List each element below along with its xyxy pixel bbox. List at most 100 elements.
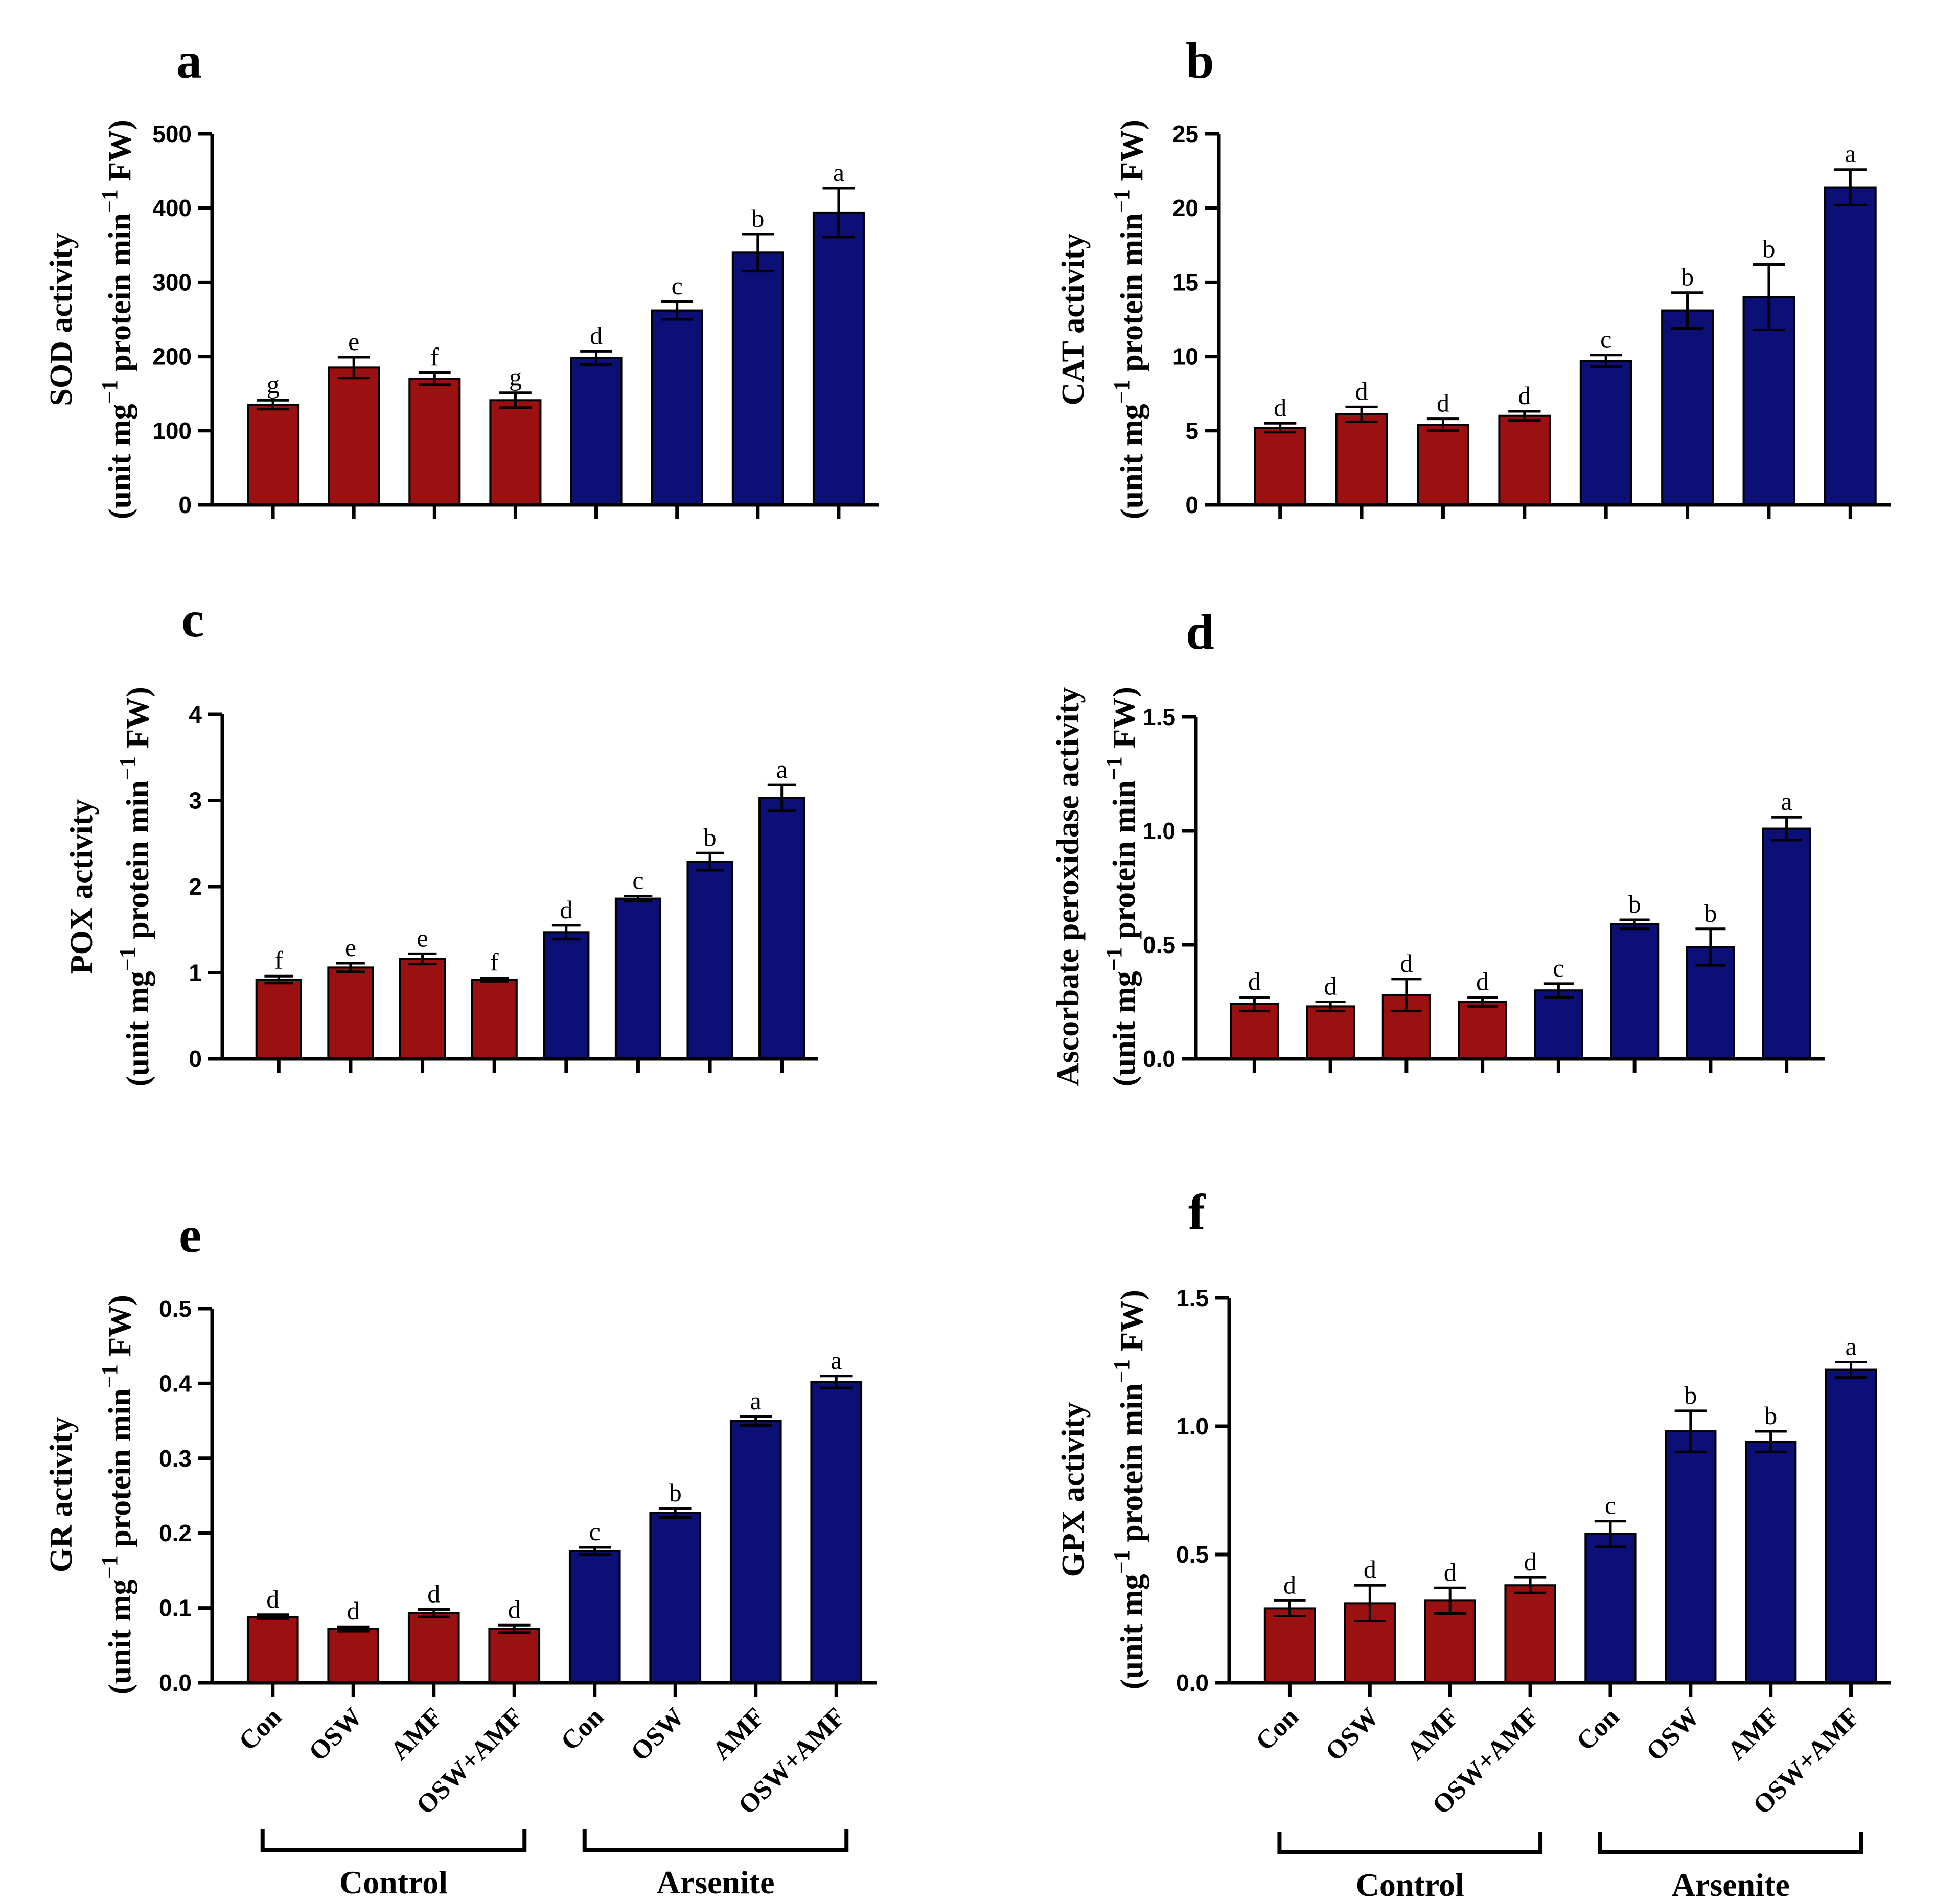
y-tick-label: 0 [178,492,192,518]
significance-letter: d [560,895,572,924]
bar [651,309,703,506]
significance-letter: d [508,1595,521,1623]
bar [810,1381,863,1684]
y-axis-unit-label: (unit mg−1 protein min−1 FW) [1109,1290,1149,1689]
significance-letter: e [417,923,428,952]
bar [1458,1001,1507,1060]
y-tick-label: 5 [1185,417,1199,444]
panel-label-b: b [1186,32,1214,89]
significance-letter: d [1476,967,1489,996]
panel-label-e: e [179,1206,201,1263]
y-tick-label: 1.5 [1176,1285,1209,1311]
superscript: −1 [1109,1359,1134,1383]
y-tick-label: 0 [189,1046,202,1072]
y-tick-label: 0.0 [1176,1669,1209,1696]
category-label: Con [1250,1702,1304,1756]
y-tick-label: 25 [1172,121,1199,147]
bar [255,978,302,1060]
significance-letter: d [1518,381,1531,410]
significance-letter: f [430,343,439,371]
y-tick-label: 1.0 [1176,1413,1209,1439]
y-axis-label: Ascorbate peroxidase activity [1051,687,1086,1086]
category-label: OSW [1641,1702,1705,1767]
unit-text: protein min [103,213,137,380]
bar [1762,827,1811,1060]
significance-letter: d [427,1580,440,1608]
category-label: Con [1571,1702,1625,1756]
significance-letter: d [590,321,603,350]
y-tick-label: 0.1 [159,1595,192,1621]
significance-letter: c [672,271,683,300]
bar [489,399,542,506]
bar [246,1616,299,1684]
y-axis-label: GPX activity [1056,1402,1091,1577]
superscript: −1 [115,947,140,971]
y-tick-label: 400 [152,195,192,221]
bar [1335,413,1388,506]
unit-text: protein min [1115,1383,1149,1550]
y-tick-label: 0.0 [1143,1046,1176,1072]
panel-f: f d d d d c b b a 0.0 0.5 1.0 1.5 GPX activity (unit m… [1056,1183,1891,1903]
bar [408,378,461,506]
bar [649,1512,702,1684]
significance-letter: d [1524,1547,1537,1576]
bar [399,958,446,1060]
unit-text: (unit mg [103,1579,137,1694]
y-axis-label: GR activity [44,1417,79,1573]
y-tick-label: 0.5 [1143,932,1176,958]
unit-text: protein min [121,780,155,947]
significance-letter: b [704,823,717,851]
category-label: Con [234,1702,288,1756]
bar [812,211,865,506]
panel-label-d: d [1186,603,1214,660]
bar [729,1420,782,1684]
bar [327,1628,380,1684]
significance-letter: b [1764,1401,1777,1430]
bar [570,357,623,506]
y-tick-label: 0.5 [159,1295,192,1322]
unit-text: (unit mg [1107,971,1142,1086]
y-tick-label: 300 [152,269,192,295]
panel-label-f: f [1188,1183,1206,1240]
significance-letter: e [348,327,359,356]
significance-letter: c [1605,1491,1616,1520]
unit-text: protein min [103,1388,137,1555]
significance-letter: f [490,948,499,977]
significance-letter: g [267,370,280,399]
bar [1263,1607,1316,1684]
unit-text: FW) [1115,120,1149,189]
significance-letter: b [1762,235,1775,263]
bar [1534,989,1583,1060]
y-axis-label: SOD activity [44,233,79,406]
significance-letter: c [589,1517,601,1546]
y-tick-label: 15 [1172,269,1199,295]
y-tick-label: 0.5 [1176,1541,1209,1568]
significance-letter: d [1364,1555,1376,1584]
significance-letter: b [669,1478,682,1507]
significance-letter: d [347,1596,360,1625]
unit-text: FW) [103,120,137,189]
unit-text: (unit mg [1115,404,1149,519]
panel-d: d d d d d c b b a 0.0 0.5 1.0 1.5 Ascorbate peroxidas… [1051,603,1825,1086]
significance-letter: d [1248,967,1261,996]
bar [686,861,733,1060]
significance-letter: a [1845,140,1856,168]
y-tick-label: 1.5 [1143,704,1176,730]
superscript: −1 [115,756,140,780]
y-axis-label: CAT activity [1056,234,1091,406]
bar [1230,1003,1279,1060]
category-label: AMF [1722,1702,1785,1766]
category-label: AMF [385,1702,448,1766]
superscript: −1 [1109,189,1134,213]
category-label: AMF [707,1702,770,1766]
group-label-control: Control [339,1864,448,1900]
y-axis-label: POX activity [64,799,99,974]
significance-letter: d [1283,1570,1296,1599]
y-axis-unit-label: (unit mg−1 protein min−1 FW) [115,687,155,1086]
significance-letter: a [833,158,844,187]
y-tick-label: 0 [1185,492,1199,518]
bar [407,1612,460,1684]
y-tick-label: 20 [1172,195,1199,221]
